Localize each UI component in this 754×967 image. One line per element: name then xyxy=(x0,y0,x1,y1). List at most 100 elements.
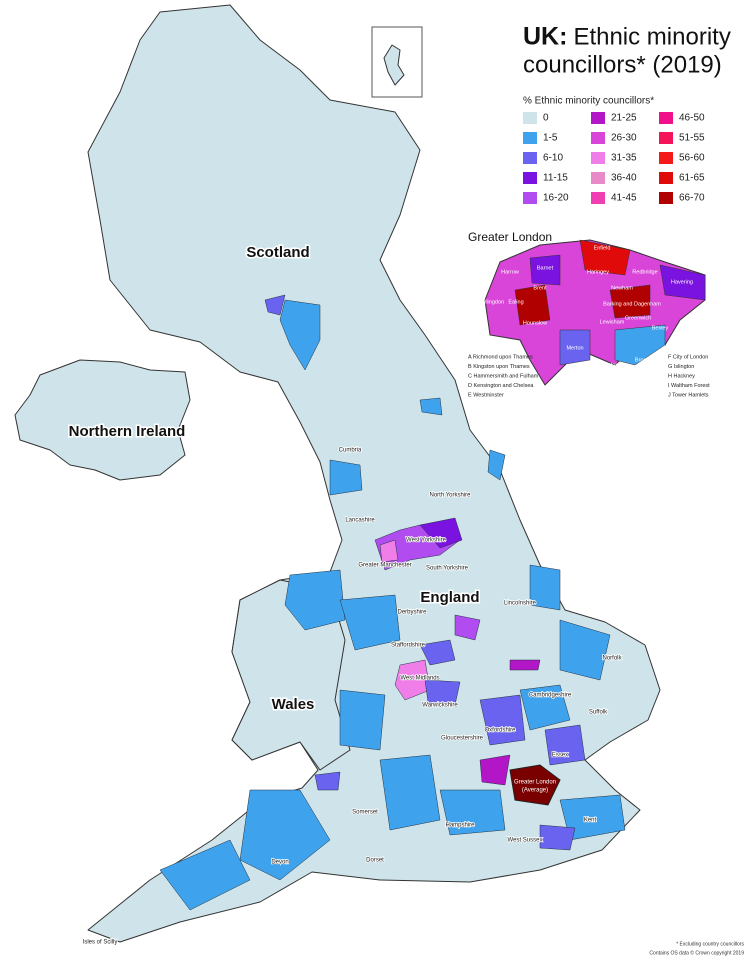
london-inset-map xyxy=(484,239,706,386)
county-label: Somerset xyxy=(352,810,378,816)
legend-label: 41-45 xyxy=(611,193,637,204)
county-label: Cambridgeshire xyxy=(529,693,572,699)
county-label: Warwickshire xyxy=(422,703,458,709)
borough-label: Enfield xyxy=(594,245,611,251)
borough-label: Barnet xyxy=(537,265,554,271)
legend-label: 66-70 xyxy=(679,193,705,204)
inset-key: D Kensington and Chelsea xyxy=(468,383,534,389)
area xyxy=(544,724,586,766)
county-label: North Yorkshire xyxy=(429,493,471,499)
area xyxy=(284,569,346,631)
area xyxy=(239,789,331,881)
legend-swatch xyxy=(591,112,605,124)
legend-label: 51-55 xyxy=(679,133,705,144)
county-label: West Yorkshire xyxy=(406,538,447,544)
area xyxy=(379,754,441,831)
area xyxy=(339,594,401,651)
region-label: Northern Ireland xyxy=(69,423,186,440)
area xyxy=(539,824,576,851)
county-label: Lincolnshire xyxy=(504,601,537,607)
region-label: England xyxy=(420,589,479,606)
legend-label: 0 xyxy=(543,113,549,124)
area xyxy=(509,659,541,671)
legend-swatch xyxy=(523,152,537,164)
county-label: Staffordshire xyxy=(391,643,426,649)
london-label: (Average) xyxy=(522,788,548,794)
borough xyxy=(614,324,666,366)
borough xyxy=(659,264,706,301)
borough-label: Lewisham xyxy=(600,319,625,325)
legend-swatch xyxy=(523,112,537,124)
legend-label: 56-60 xyxy=(679,153,705,164)
area xyxy=(479,694,526,746)
borough-label: Greenwich xyxy=(625,315,651,321)
borough-label: Croydon xyxy=(598,362,619,368)
legend-label: 1-5 xyxy=(543,133,558,144)
borough xyxy=(609,284,651,319)
legend-label: 6-10 xyxy=(543,153,563,164)
borough-label: Hillingdon xyxy=(480,299,504,305)
county-label: Dorset xyxy=(366,858,384,864)
area xyxy=(329,459,363,496)
area xyxy=(454,614,481,641)
county-label: West Sussex xyxy=(508,838,543,844)
inset-key: H Hackney xyxy=(668,373,695,379)
borough xyxy=(529,254,561,286)
area xyxy=(419,639,456,666)
area xyxy=(487,449,506,481)
legend-swatch xyxy=(591,192,605,204)
county-label: Hampshire xyxy=(445,823,475,829)
title-line: Ethnic minority xyxy=(573,23,730,50)
legend-label: 21-25 xyxy=(611,113,637,124)
title-bold: UK: xyxy=(523,23,567,51)
region-label: Wales xyxy=(272,696,315,713)
inset-key: C Hammersmith and Fulham xyxy=(468,373,539,379)
legend-swatch xyxy=(523,192,537,204)
legend-label: 11-15 xyxy=(543,173,568,184)
borough-label: Havering xyxy=(671,279,693,285)
legend-swatch xyxy=(659,192,673,204)
borough-label: Newham xyxy=(611,285,633,291)
area xyxy=(339,689,386,751)
county-label: Derbyshire xyxy=(397,610,427,616)
area xyxy=(394,659,431,701)
legend-swatch xyxy=(591,172,605,184)
borough-label: Sutton xyxy=(572,365,588,371)
borough xyxy=(559,329,591,366)
legend-swatch xyxy=(523,172,537,184)
county-label: Cumbria xyxy=(339,448,362,454)
area xyxy=(519,684,571,731)
borough-label: Brent xyxy=(533,285,547,291)
area xyxy=(419,517,463,549)
legend-swatch xyxy=(591,152,605,164)
area xyxy=(559,794,626,841)
borough-label: Haringey xyxy=(587,269,609,275)
legend-swatch xyxy=(659,172,673,184)
area xyxy=(529,564,561,611)
legend-label: 26-30 xyxy=(611,133,637,144)
title-line: councillors* (2019) xyxy=(523,51,722,78)
county-label: Norfolk xyxy=(602,656,622,662)
shetland-shape xyxy=(383,44,405,86)
inset-key: J Tower Hamlets xyxy=(668,392,709,398)
greater-london-area xyxy=(509,764,561,806)
borough-label: Barking and Dagenham xyxy=(603,301,661,307)
county-label: Suffolk xyxy=(589,710,608,716)
borough-label: Ealing xyxy=(508,299,523,305)
inset-key: A Richmond upon Thames xyxy=(468,354,533,360)
legend-label: 31-35 xyxy=(611,153,637,164)
london-label: Greater London xyxy=(514,780,556,786)
footnote: * Excluding country councillors xyxy=(676,941,744,947)
area xyxy=(439,789,506,836)
council-areas xyxy=(159,294,626,911)
legend-label: 46-50 xyxy=(679,113,705,124)
legend-swatch xyxy=(659,132,673,144)
county-label: South Yorkshire xyxy=(426,566,469,572)
inset-title: Greater London xyxy=(468,230,552,244)
legend-swatch xyxy=(659,112,673,124)
legend-swatch xyxy=(591,132,605,144)
area xyxy=(279,299,321,371)
borough-label: Bromley xyxy=(635,357,655,363)
borough-label: Bexley xyxy=(652,325,669,331)
